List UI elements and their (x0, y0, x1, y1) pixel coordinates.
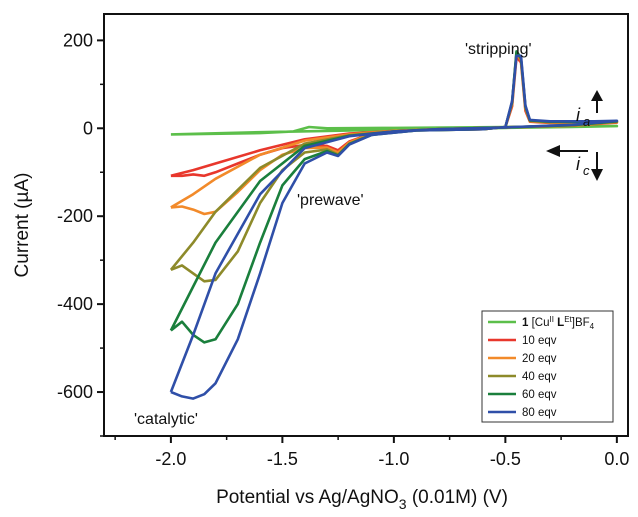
svg-text:i: i (576, 105, 581, 125)
x-tick-label: 0.0 (604, 449, 629, 469)
legend-box (481, 310, 614, 423)
svg-text:c: c (583, 163, 590, 178)
legend-entry: 60 eqv (522, 389, 557, 401)
anodic-current-marker: i a (576, 90, 603, 129)
x-tick-label: -1.5 (267, 449, 298, 469)
x-tick-label: -2.0 (155, 449, 186, 469)
y-tick-label: 200 (63, 30, 93, 50)
y-axis-ticks: 200 0 -200 -400 -600 (57, 30, 104, 437)
legend-entry: 1 [CuII LEt]BF4 (522, 315, 595, 331)
stripping-annotation: 'stripping' (465, 41, 532, 58)
legend-entry: 80 eqv (522, 407, 557, 419)
catalytic-annotation: 'catalytic' (134, 411, 198, 428)
y-tick-label: -600 (57, 382, 93, 402)
y-tick-label: -200 (57, 206, 93, 226)
y-tick-label: 0 (83, 118, 93, 138)
y-tick-label: -400 (57, 294, 93, 314)
y-axis-label: Current (µA) (12, 173, 33, 278)
arrow-left-icon (546, 145, 560, 157)
legend-entry: 20 eqv (522, 353, 557, 365)
cathodic-current-marker: i c (546, 145, 603, 181)
svg-text:a: a (583, 114, 590, 129)
plot-frame (103, 13, 629, 437)
legend-entry: 40 eqv (522, 371, 557, 383)
prewave-annotation: 'prewave' (297, 192, 364, 209)
cv-curve-5 (169, 54, 619, 400)
x-axis-label: Potential vs Ag/AgNO3 (0.01M) (V) (216, 487, 508, 512)
x-axis-ticks: -2.0 -1.5 -1.0 -0.5 0.0 (114, 436, 629, 469)
cv-curve-1 (170, 55, 619, 178)
legend: 1 [CuII LEt]BF4 10 eqv 20 eqv 40 eqv 60 eqv 8… (481, 310, 614, 423)
x-tick-label: -0.5 (490, 449, 521, 469)
arrow-up-icon (591, 90, 603, 101)
data-curves (169, 50, 619, 400)
cv-curve-4 (169, 50, 619, 344)
legend-entry: 10 eqv (522, 335, 557, 347)
svg-text:i: i (576, 154, 581, 174)
arrow-down-icon (591, 169, 603, 181)
x-tick-label: -1.0 (378, 449, 409, 469)
